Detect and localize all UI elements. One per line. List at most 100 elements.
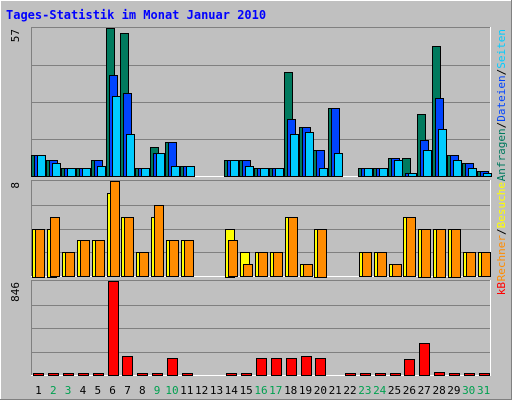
legend-dateien: Dateien: [495, 75, 508, 121]
x-tick-label: 20: [314, 384, 327, 397]
bar-rechner-day-4: [80, 240, 90, 277]
bar-rechner-day-2: [50, 217, 60, 277]
x-tick-label: 12: [195, 384, 208, 397]
panel-max-label: 846: [9, 282, 22, 302]
x-tick-label: 30: [462, 384, 475, 397]
bar-seiten-day-26: [408, 173, 417, 177]
bar-seiten-day-14: [230, 160, 239, 177]
panel-legend: Rechner/Besuche: [495, 182, 508, 281]
legend-besuche: Besuche: [495, 182, 508, 228]
x-tick-label: 25: [388, 384, 401, 397]
bar-kb-day-7: [122, 356, 133, 376]
bar-kb-day-19: [301, 356, 312, 376]
x-tick-label: 2: [50, 384, 57, 397]
bar-rechner-day-10: [169, 240, 179, 277]
bar-rechner-day-9: [154, 205, 164, 277]
x-tick-label: 7: [124, 384, 131, 397]
bar-kb-day-27: [419, 343, 430, 376]
bar-seiten-day-15: [245, 166, 254, 177]
bar-rechner-day-20: [317, 229, 327, 278]
bar-rechner-day-26: [406, 217, 416, 277]
bar-seiten-day-20: [319, 168, 328, 177]
bar-rechner-day-7: [124, 217, 134, 277]
x-tick-label: 3: [65, 384, 72, 397]
x-tick-label: 18: [284, 384, 297, 397]
bar-kb-day-26: [404, 359, 415, 376]
x-tick-label: 14: [225, 384, 239, 397]
bar-kb-day-25: [390, 373, 401, 376]
bar-kb-day-5: [93, 373, 104, 376]
bar-seiten-day-3: [67, 168, 76, 177]
bar-kb-day-11: [182, 373, 193, 376]
x-tick-label: 17: [269, 384, 282, 397]
x-tick-label: 28: [432, 384, 445, 397]
bar-rechner-day-25: [392, 264, 402, 277]
bar-seiten-day-27: [423, 150, 432, 177]
x-tick-label: 10: [165, 384, 178, 397]
bar-rechner-day-30: [466, 252, 476, 277]
x-tick-label: 22: [343, 384, 356, 397]
bar-seiten-day-30: [468, 168, 477, 177]
bar-rechner-day-29: [451, 229, 461, 278]
x-tick-label: 5: [94, 384, 101, 397]
bar-rechner-day-11: [184, 240, 194, 277]
panel-legend: kB: [495, 282, 508, 296]
bar-kb-day-3: [63, 373, 74, 376]
bar-kb-day-15: [241, 373, 252, 376]
bar-seiten-day-24: [379, 168, 388, 177]
x-tick-label: 8: [139, 384, 146, 397]
bar-rechner-day-16: [258, 252, 268, 277]
x-tick-label: 27: [418, 384, 431, 397]
x-tick-label: 23: [358, 384, 371, 397]
legend-separator: /: [495, 69, 508, 76]
panel-max-label: 57: [9, 29, 22, 42]
x-tick-label: 31: [477, 384, 490, 397]
x-tick-label: 13: [210, 384, 223, 397]
bar-kb-day-30: [464, 373, 475, 376]
legend-rechner: Rechner: [495, 235, 508, 282]
bar-seiten-day-21: [334, 153, 343, 177]
x-tick-label: 9: [154, 384, 161, 397]
bar-rechner-day-19: [303, 264, 313, 277]
bar-seiten-day-18: [290, 134, 299, 177]
legend-separator: /: [495, 122, 508, 129]
bar-seiten-day-7: [126, 134, 135, 177]
bar-kb-day-31: [479, 373, 490, 376]
bar-rechner-day-18: [288, 217, 298, 277]
x-tick-label: 1: [35, 384, 42, 397]
bar-kb-day-22: [345, 373, 356, 376]
bar-seiten-day-29: [453, 160, 462, 177]
x-tick-label: 4: [80, 384, 87, 397]
bar-kb-day-17: [271, 358, 282, 376]
chart-panels: 57Anfragen/Dateien/Seiten8Rechner/Besuch…: [9, 27, 508, 376]
x-tick-label: 11: [180, 384, 193, 397]
bar-seiten-day-28: [438, 129, 447, 177]
bar-kb-day-29: [449, 373, 460, 376]
bar-rechner-day-14: [228, 240, 238, 277]
bar-kb-day-14: [226, 373, 237, 376]
bar-seiten-day-4: [82, 168, 91, 177]
bar-seiten-day-5: [97, 166, 106, 177]
bar-rechner-day-28: [436, 229, 446, 278]
bar-rechner-day-8: [139, 252, 149, 277]
panel-legend: Anfragen/Dateien/Seiten: [495, 29, 508, 181]
bar-kb-day-2: [48, 373, 59, 376]
bar-kb-day-16: [256, 358, 267, 376]
panel-1: 57 Anfragen/Dateien/Seiten: [9, 27, 508, 181]
bar-rechner-day-6: [110, 181, 120, 277]
bar-seiten-day-1: [37, 155, 46, 177]
legend-separator: /: [495, 228, 508, 235]
legend-seiten: Seiten: [495, 29, 508, 69]
bar-kb-day-24: [375, 373, 386, 376]
chart-title: Tages-Statistik im Monat Januar 2010: [6, 8, 266, 22]
bar-rechner-day-3: [65, 252, 75, 277]
bar-kb-day-10: [167, 358, 178, 376]
x-tick-label: 19: [299, 384, 312, 397]
bar-seiten-day-16: [260, 168, 269, 177]
bar-seiten-day-9: [156, 153, 165, 177]
x-tick-label: 6: [109, 384, 116, 397]
bar-seiten-day-2: [52, 163, 61, 177]
x-tick-label: 24: [373, 384, 387, 397]
bar-kb-day-18: [286, 358, 297, 376]
